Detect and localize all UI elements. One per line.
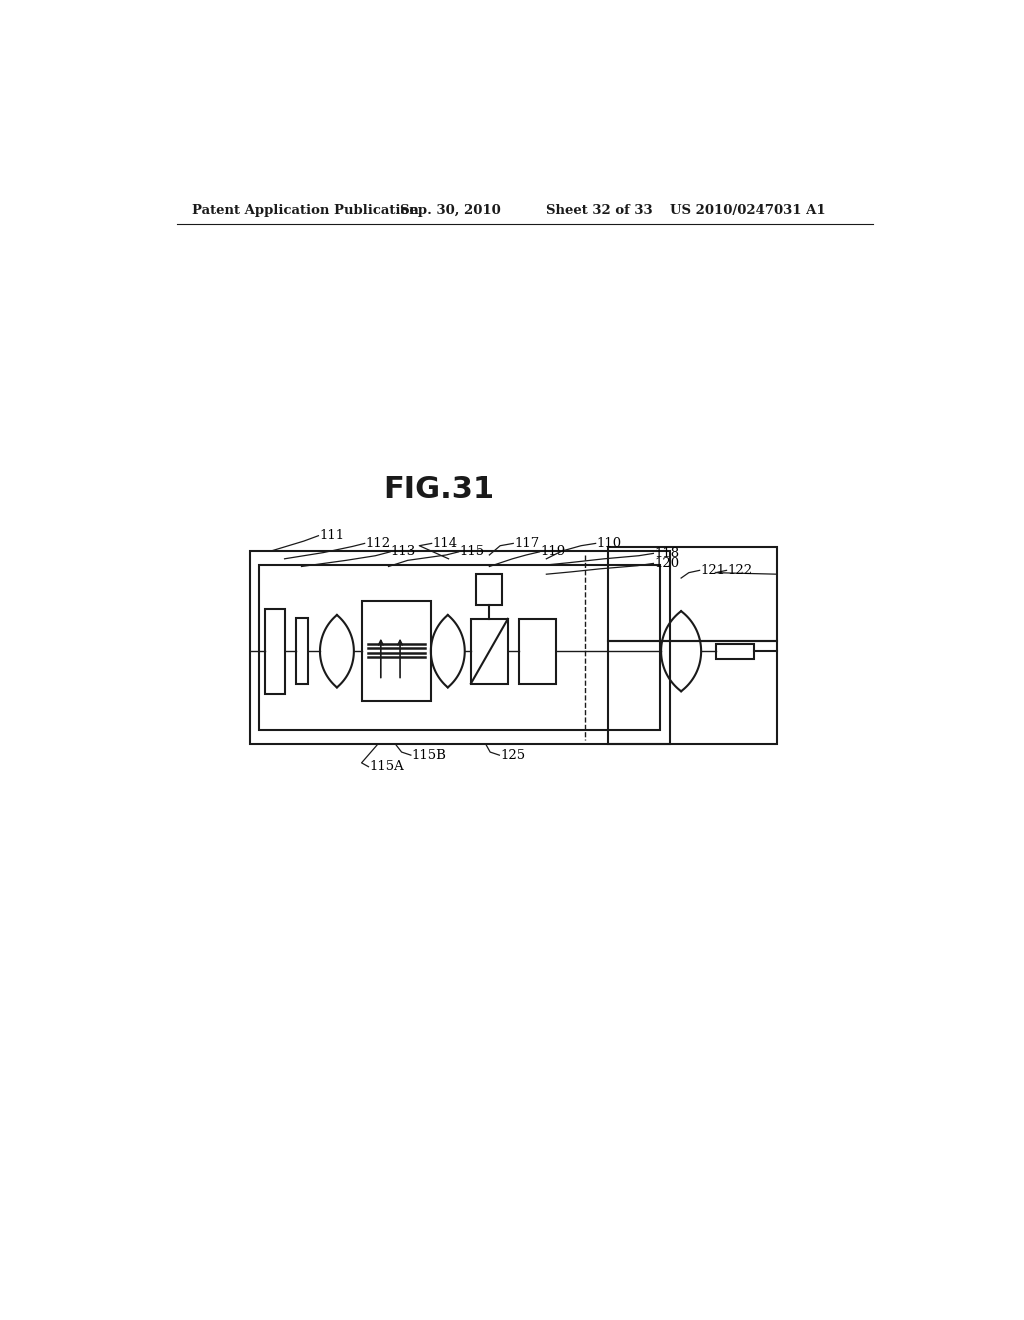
Text: 120: 120 [654, 557, 679, 570]
Text: 119: 119 [541, 545, 565, 558]
Text: 115A: 115A [370, 760, 404, 774]
Text: Patent Application Publication: Patent Application Publication [193, 205, 419, 218]
Text: 115: 115 [460, 545, 484, 558]
Text: 111: 111 [319, 529, 344, 543]
Text: Sep. 30, 2010: Sep. 30, 2010 [400, 205, 501, 218]
Text: FIG.31: FIG.31 [383, 475, 495, 504]
Text: 121: 121 [700, 564, 725, 577]
Text: 110: 110 [596, 537, 622, 550]
Text: 113: 113 [391, 545, 416, 558]
Text: 117: 117 [514, 537, 540, 550]
Text: 118: 118 [654, 546, 679, 560]
Text: Sheet 32 of 33: Sheet 32 of 33 [547, 205, 653, 218]
Text: 114: 114 [432, 537, 458, 550]
Text: US 2010/0247031 A1: US 2010/0247031 A1 [670, 205, 825, 218]
Text: 125: 125 [500, 748, 525, 762]
Text: 122: 122 [727, 564, 753, 577]
Text: 112: 112 [366, 537, 390, 550]
Text: 115B: 115B [412, 748, 446, 762]
